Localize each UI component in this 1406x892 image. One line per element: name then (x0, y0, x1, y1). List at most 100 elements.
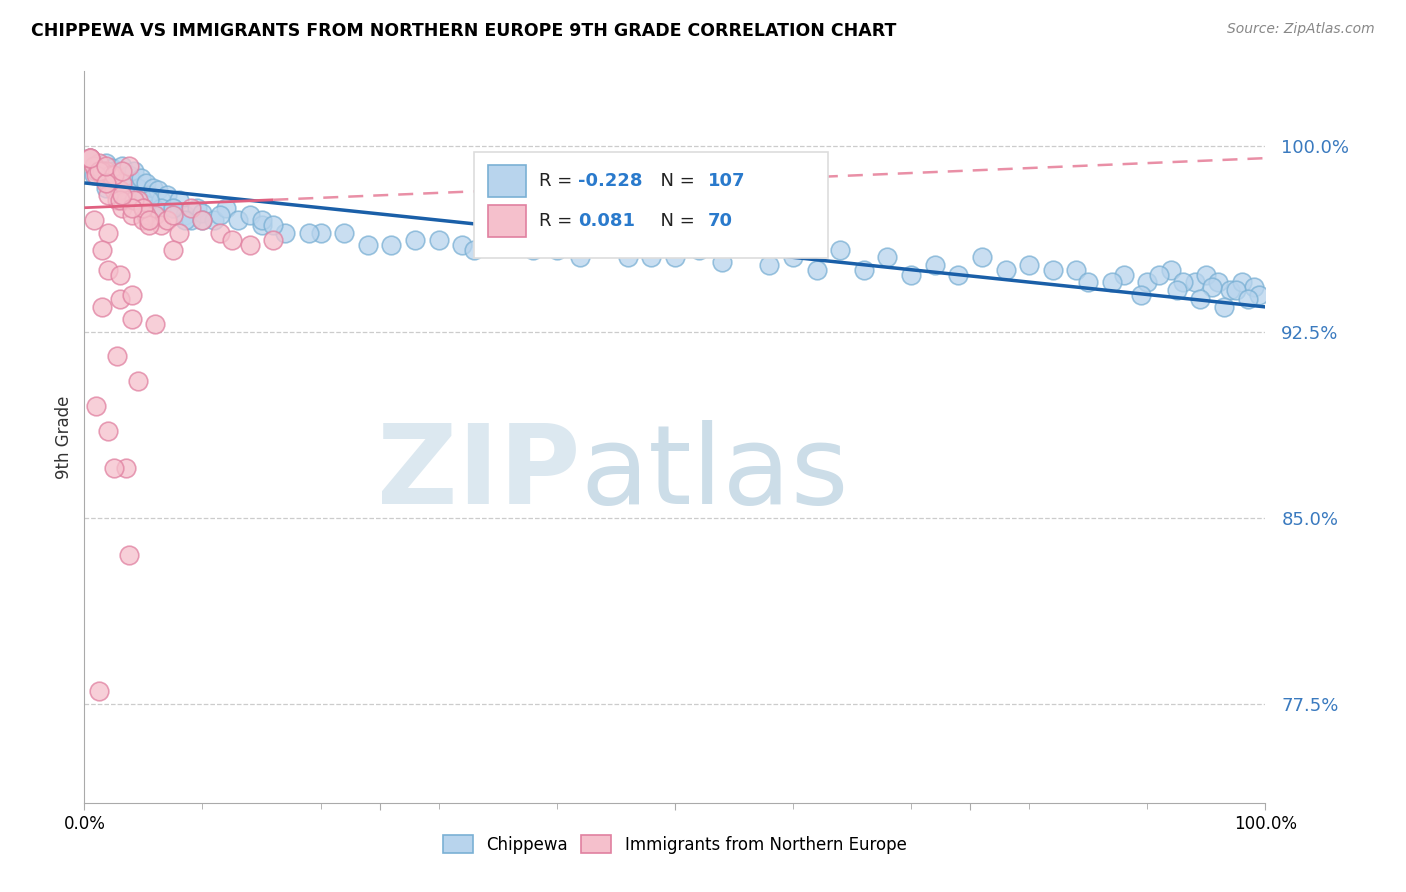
FancyBboxPatch shape (474, 152, 828, 258)
Text: 107: 107 (709, 172, 745, 190)
Point (221, 233, 243, 247)
Point (103, 461, 125, 475)
Point (186, 201, 208, 215)
Point (118, 548, 141, 562)
Point (107, 181, 129, 195)
Point (94, 176, 117, 190)
Point (1101, 275, 1123, 289)
Point (924, 258, 946, 272)
Point (404, 233, 426, 247)
Point (167, 226, 190, 240)
Point (114, 188, 136, 202)
Point (173, 208, 195, 222)
Point (118, 169, 141, 183)
Point (103, 169, 125, 183)
Point (98, 176, 121, 190)
Point (87, 163, 110, 178)
Point (734, 238, 756, 252)
Point (162, 201, 184, 215)
Point (156, 188, 179, 202)
Point (640, 250, 662, 264)
Point (167, 194, 190, 208)
Point (84, 399, 107, 413)
Point (250, 218, 273, 232)
Point (1236, 293, 1258, 307)
Y-axis label: 9th Grade: 9th Grade (55, 395, 73, 479)
Point (191, 213, 214, 227)
Point (114, 461, 136, 475)
Point (103, 163, 125, 178)
Point (239, 208, 262, 222)
Point (463, 243, 485, 257)
Point (122, 163, 145, 178)
Point (1066, 262, 1088, 277)
Point (97, 176, 120, 190)
Point (79, 151, 101, 165)
Point (1147, 268, 1170, 282)
Point (806, 262, 828, 277)
Point (108, 293, 131, 307)
Point (1201, 280, 1223, 294)
Point (97, 262, 120, 277)
Point (114, 194, 136, 208)
Point (97, 226, 120, 240)
Point (1243, 280, 1265, 294)
Point (1230, 275, 1253, 289)
Point (121, 312, 143, 326)
Point (239, 238, 262, 252)
Point (114, 176, 136, 190)
Point (1136, 275, 1159, 289)
Point (129, 171, 152, 186)
Point (83, 213, 105, 227)
Text: 70: 70 (709, 212, 733, 230)
Point (298, 226, 321, 240)
Point (84, 159, 107, 173)
Text: CHIPPEWA VS IMMIGRANTS FROM NORTHERN EUROPE 9TH GRADE CORRELATION CHART: CHIPPEWA VS IMMIGRANTS FROM NORTHERN EUR… (31, 22, 896, 40)
Point (84, 169, 107, 183)
Point (94, 159, 117, 173)
Point (132, 194, 155, 208)
Point (121, 287, 143, 301)
Point (111, 176, 134, 190)
Point (1184, 275, 1206, 289)
Point (150, 194, 173, 208)
Point (118, 159, 141, 173)
Point (143, 318, 166, 332)
Point (91, 169, 114, 183)
Point (108, 171, 131, 186)
Point (162, 208, 184, 222)
Point (202, 213, 225, 227)
Point (97, 188, 120, 202)
Point (688, 243, 710, 257)
Point (84, 163, 107, 178)
Point (900, 268, 922, 282)
Point (427, 233, 450, 247)
Point (111, 163, 134, 178)
Text: Source: ZipAtlas.com: Source: ZipAtlas.com (1227, 22, 1375, 37)
Point (87, 684, 110, 698)
Point (498, 233, 520, 247)
Legend: Chippewa, Immigrants from Northern Europe: Chippewa, Immigrants from Northern Europ… (436, 829, 914, 860)
Point (127, 194, 149, 208)
Point (91, 163, 114, 178)
Text: ZIP: ZIP (377, 420, 581, 527)
Point (948, 268, 970, 282)
Point (132, 201, 155, 215)
Point (830, 243, 852, 257)
Point (79, 151, 101, 165)
Point (380, 238, 402, 252)
Point (209, 226, 232, 240)
Text: R =: R = (538, 212, 578, 230)
Point (138, 194, 160, 208)
Point (1206, 275, 1229, 289)
Point (1018, 258, 1040, 272)
Point (142, 181, 165, 195)
Point (593, 238, 616, 252)
Point (87, 163, 110, 178)
Point (138, 218, 160, 232)
Point (226, 213, 249, 227)
Text: 0.081: 0.081 (578, 212, 636, 230)
FancyBboxPatch shape (488, 165, 526, 197)
Point (103, 183, 125, 197)
Point (262, 233, 284, 247)
